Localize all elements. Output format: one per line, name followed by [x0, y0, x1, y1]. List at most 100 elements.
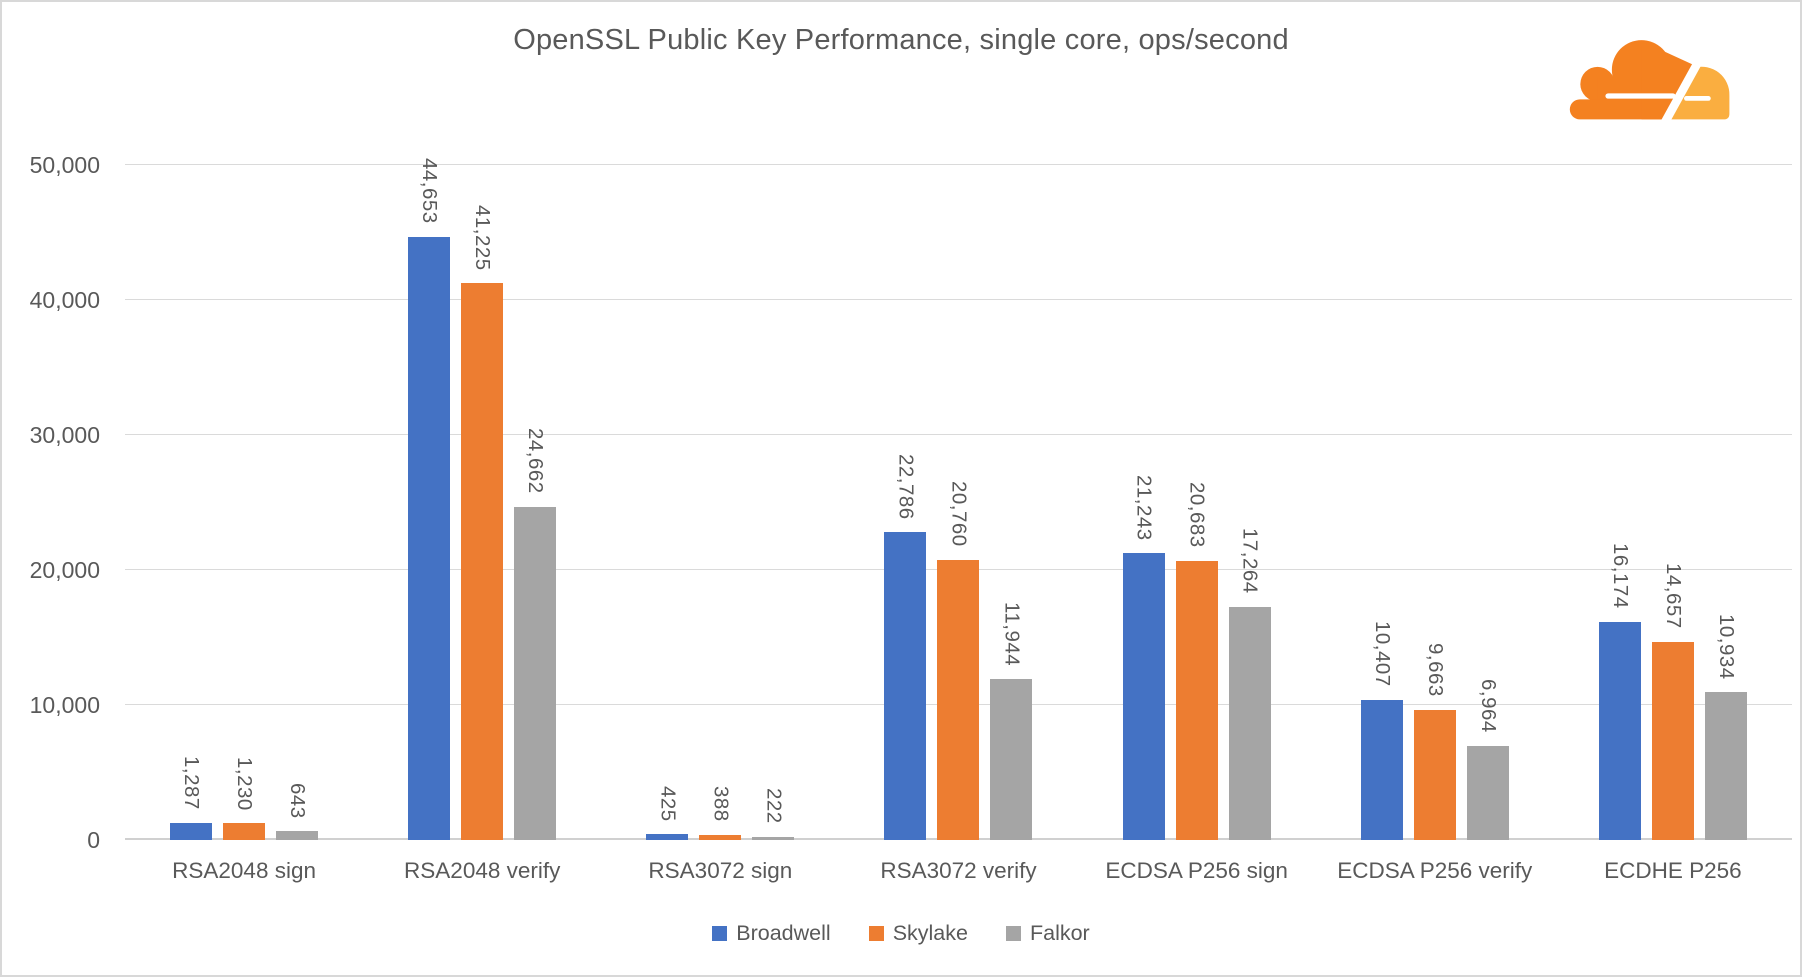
bar-broadwell [1598, 621, 1641, 840]
legend-label: Falkor [1029, 921, 1090, 945]
bar-slot: 44,653 [408, 158, 451, 840]
cloudflare-logo-icon [1569, 40, 1730, 122]
legend-label: Broadwell [736, 921, 831, 945]
category-label: RSA2048 sign [172, 858, 316, 883]
bar-group: 22,786 20,760 11,944 [839, 165, 1077, 840]
bar-skylake [1651, 642, 1694, 840]
bar-broadwell [170, 822, 213, 840]
legend-label: Skylake [892, 921, 968, 945]
bar-slot: 9,663 [1413, 165, 1456, 840]
y-tick-label: 50,000 [29, 152, 100, 178]
bar-value-label: 20,683 [1185, 482, 1209, 548]
bar-slot: 425 [646, 165, 689, 840]
bar-value-label: 17,264 [1238, 528, 1262, 594]
bar-falkor [1466, 746, 1509, 840]
bar-broadwell [408, 237, 451, 840]
bar-group: 425 388 222 [601, 165, 839, 840]
chart-title: OpenSSL Public Key Performance, single c… [513, 24, 1289, 56]
bar-falkor [1704, 692, 1747, 840]
bar-skylake [223, 823, 266, 840]
gridline [125, 163, 1792, 165]
bar-slot: 14,657 [1651, 165, 1694, 840]
category-label: ECDHE P256 [1604, 858, 1742, 883]
bar-broadwell [884, 532, 927, 840]
bar-value-label: 9,663 [1423, 642, 1447, 697]
y-tick-label: 20,000 [29, 557, 100, 583]
bar-broadwell [646, 834, 689, 840]
bar-falkor [1228, 606, 1271, 840]
y-tick-label: 10,000 [29, 692, 100, 718]
bar-slot: 21,243 [1122, 165, 1165, 840]
bar-slot: 388 [699, 165, 742, 840]
bar-slot: 41,225 [461, 165, 504, 840]
bar-falkor [276, 831, 319, 840]
bar-falkor [514, 507, 557, 840]
bar-skylake [699, 834, 742, 840]
x-axis-category-row: RSA2048 sign RSA2048 verify RSA3072 sign RS… [125, 858, 1792, 884]
category-label: RSA2048 verify [404, 858, 561, 883]
bar-group: 10,407 9,663 6,964 [1316, 165, 1554, 840]
bar-value-label: 6,964 [1476, 679, 1500, 733]
legend-item: Broadwell [712, 921, 831, 946]
bar-group: 21,243 20,683 17,264 [1078, 165, 1316, 840]
bar-slot: 6,964 [1466, 165, 1509, 840]
bar-broadwell [1122, 553, 1165, 840]
bar-slot: 20,683 [1175, 165, 1218, 840]
bar-skylake [461, 283, 504, 840]
legend-item: Falkor [1005, 921, 1090, 946]
category-label: RSA3072 verify [880, 858, 1037, 883]
bar-group: 16,174 14,657 10,934 [1554, 165, 1792, 840]
category-label: ECDSA P256 sign [1105, 858, 1288, 883]
gridline [125, 298, 1792, 300]
category-label: RSA3072 sign [648, 858, 793, 883]
bar-value-label: 16,174 [1608, 542, 1632, 609]
y-tick-label: 0 [87, 827, 100, 853]
bar-skylake [1413, 709, 1456, 840]
bar-value-label: 20,760 [947, 481, 971, 547]
bar-slot: 643 [276, 165, 319, 840]
bar-slot: 10,934 [1704, 165, 1747, 840]
legend: Broadwell Skylake Falkor [2, 921, 1800, 946]
bar-slot: 1,230 [223, 165, 266, 840]
bar-value-label: 21,243 [1132, 474, 1156, 541]
bar-groups: 1,287 1,230 643 44,653 41,225 24,662 425 388 222… [125, 158, 1792, 840]
bar-slot: 24,662 [514, 165, 557, 840]
legend-swatch [1005, 926, 1021, 941]
bar-value-label: 24,662 [524, 428, 548, 495]
bar-falkor [752, 837, 795, 840]
bar-value-label: 1,287 [180, 755, 204, 810]
bar-value-label: 10,934 [1714, 613, 1738, 680]
bar-value-label: 388 [709, 786, 733, 822]
bar-value-label: 10,407 [1370, 620, 1394, 687]
bar-slot: 22,786 [884, 165, 927, 840]
bar-slot: 11,944 [990, 165, 1033, 840]
bar-slot: 10,407 [1360, 165, 1403, 840]
legend-swatch [868, 926, 884, 941]
bar-slot: 17,264 [1228, 165, 1271, 840]
bar-broadwell [1360, 699, 1403, 840]
bar-value-label: 44,653 [418, 158, 442, 225]
bar-value-label: 11,944 [1000, 601, 1024, 666]
bar-slot: 222 [752, 165, 795, 840]
category-label: ECDSA P256 verify [1337, 858, 1533, 883]
bar-value-label: 643 [286, 782, 310, 819]
bar-slot: 16,174 [1598, 165, 1641, 840]
bar-value-label: 1,230 [233, 756, 257, 811]
bar-slot: 1,287 [170, 165, 213, 840]
legend-swatch [712, 926, 728, 941]
bar-value-label: 14,657 [1661, 563, 1685, 630]
bar-skylake [937, 559, 980, 840]
bar-group: 1,287 1,230 643 [125, 165, 363, 840]
plot-area: 1,287 1,230 643 44,653 41,225 24,662 425 388 222… [125, 158, 1792, 840]
bar-falkor [990, 678, 1033, 840]
bar-value-label: 22,786 [894, 453, 918, 520]
bar-group: 44,653 41,225 24,662 [363, 158, 601, 840]
bar-value-label: 222 [762, 788, 786, 825]
bar-value-label: 41,225 [471, 204, 495, 271]
legend-item: Skylake [868, 921, 968, 946]
bar-value-label: 425 [656, 785, 680, 822]
bar-slot: 20,760 [937, 165, 980, 840]
bar-skylake [1175, 560, 1218, 840]
y-tick-label: 30,000 [29, 422, 100, 448]
